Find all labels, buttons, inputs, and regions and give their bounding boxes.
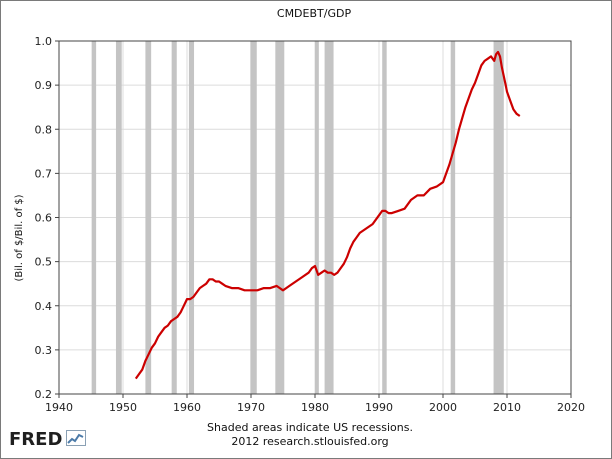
plot-area: 0.2 0.3 0.4 0.5 0.6 0.7 0.8 0.9 1.0 1940 1950 1960 1… (35, 35, 586, 414)
x-tick-label: 1980 (301, 401, 329, 414)
y-tick-label: 0.9 (35, 79, 53, 92)
y-tick-label: 0.7 (35, 167, 53, 180)
recession-bar (171, 41, 177, 394)
x-tick-label: 1970 (237, 401, 265, 414)
x-tick-label: 1960 (173, 401, 201, 414)
y-axis-label: (Bil. of $/Bil. of $) (14, 194, 25, 281)
recession-bar (250, 41, 257, 394)
y-tick-label: 0.3 (35, 344, 53, 357)
x-tick-label: 1990 (365, 401, 393, 414)
x-tick-label: 2020 (557, 401, 585, 414)
y-tick-label: 0.4 (35, 300, 53, 313)
recession-bar (275, 41, 285, 394)
recession-bar (188, 41, 195, 394)
recession-bar (91, 41, 97, 394)
y-tick-label: 0.6 (35, 212, 53, 225)
chart-title: CMDEBT/GDP (277, 7, 352, 20)
chart-svg: CMDEBT/GDP 0.2 0.3 0.4 0.5 0.6 0.7 0.8 0.9 1.0 19… (14, 7, 586, 414)
recession-bar (382, 41, 387, 394)
x-tick-label: 1940 (45, 401, 73, 414)
chart-trend-icon (66, 429, 87, 450)
source-credit: 2012 research.stlouisfed.org (231, 435, 389, 448)
recession-bar (145, 41, 152, 394)
y-tick-label: 0.8 (35, 123, 53, 136)
y-tick-label: 0.5 (35, 256, 53, 269)
x-tick-label: 1950 (109, 401, 137, 414)
y-tick-label: 0.2 (35, 388, 53, 401)
y-tick-label: 1.0 (35, 35, 53, 48)
recession-bar (493, 41, 504, 394)
x-tick-label: 2010 (493, 401, 521, 414)
fred-logo[interactable]: FRED (9, 429, 87, 450)
series-line (134, 50, 521, 380)
recession-bar (450, 41, 456, 394)
x-tick-label: 2000 (429, 401, 457, 414)
fred-logo-text: FRED (9, 429, 63, 450)
recession-bar (324, 41, 334, 394)
recession-bar (315, 41, 319, 394)
recession-note: Shaded areas indicate US recessions. (207, 421, 413, 434)
recession-bar (115, 41, 122, 394)
